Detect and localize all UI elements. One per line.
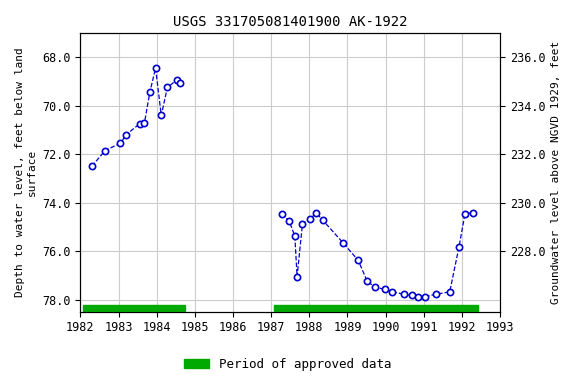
Bar [274, 305, 478, 311]
Y-axis label: Groundwater level above NGVD 1929, feet: Groundwater level above NGVD 1929, feet [551, 41, 561, 304]
Y-axis label: Depth to water level, feet below land
surface: Depth to water level, feet below land su… [15, 48, 37, 297]
Title: USGS 331705081401900 AK-1922: USGS 331705081401900 AK-1922 [173, 15, 407, 29]
Bar [83, 305, 185, 311]
Legend: Period of approved data: Period of approved data [179, 353, 397, 376]
